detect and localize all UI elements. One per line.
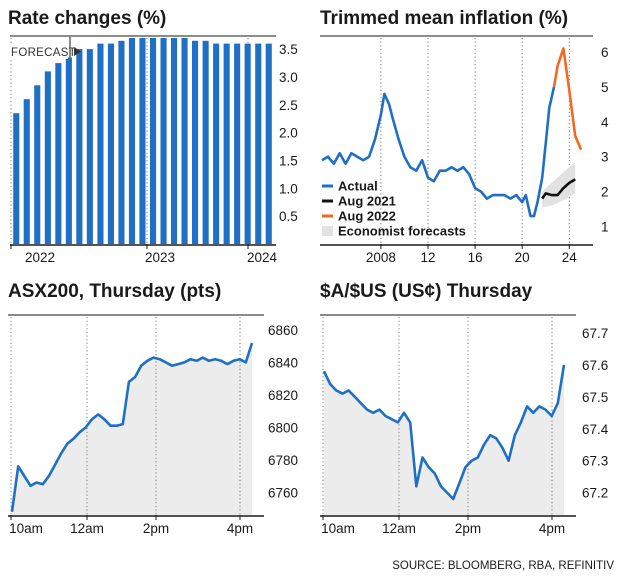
rate-bar	[181, 38, 188, 244]
rate-bar	[202, 40, 209, 244]
aud-y-tick: 67.5	[582, 390, 608, 405]
inflation-x-tick: 2008	[366, 250, 396, 265]
legend-label: Aug 2021	[338, 194, 396, 209]
asx-y-tick: 6820	[268, 388, 298, 403]
aud-x-tick: 10am	[321, 521, 355, 536]
rate-y-tick: 1.0	[279, 181, 298, 196]
rate-x-tick: 2023	[145, 250, 175, 265]
rate-bar	[265, 43, 272, 244]
rate-bar	[244, 43, 251, 244]
rate-bar	[128, 38, 135, 244]
rate-y-tick: 2.5	[279, 98, 298, 113]
rate-chart: FORECAST 2022 2023 2024 0.5 1.0 1.5 2.0 2.5 3.0 3.…	[10, 35, 298, 265]
rate-bar	[13, 113, 20, 244]
inflation-y-tick: 5	[601, 80, 609, 95]
inflation-x-tick: 12	[420, 250, 435, 265]
asx-x-tick: 4pm	[227, 521, 253, 536]
rate-y-tick: 1.5	[279, 154, 298, 169]
inflation-series-line	[552, 47, 583, 151]
asx-x-tick: 2pm	[143, 521, 169, 536]
rate-y-tick: 3.5	[279, 42, 298, 57]
rate-bar	[34, 85, 41, 244]
aud-x-tick: 2pm	[455, 521, 481, 536]
asx-y-tick: 6780	[268, 453, 298, 468]
asx-price-line	[10, 342, 254, 512]
aud-y-tick: 67.7	[582, 326, 608, 341]
rate-bar	[171, 38, 178, 244]
asx-y-tick: 6840	[268, 355, 298, 370]
rate-bar	[76, 49, 83, 244]
rate-bar	[65, 57, 72, 244]
aud-chart-title: $A/$US (US¢) Thursday	[320, 281, 533, 302]
aud-y-tick: 67.2	[582, 486, 608, 501]
forecast-label: FORECAST	[11, 47, 76, 59]
inflation-series-line	[321, 86, 556, 218]
aud-x-tick: 4pm	[539, 521, 565, 536]
rate-bar	[118, 40, 125, 244]
legend-label: Actual	[338, 179, 378, 194]
aud-area-fill	[324, 364, 564, 515]
aud-x-tick: 12am	[382, 521, 416, 536]
asx-x-tick: 12am	[70, 521, 104, 536]
rate-x-tick: 2022	[25, 250, 55, 265]
rate-bar	[192, 40, 199, 244]
asx-chart: 10am 12am 2pm 4pm 6760 6780 6800 6820 6840 6860	[8, 314, 298, 536]
rate-bar	[255, 43, 262, 244]
aud-y-tick: 67.3	[582, 454, 608, 469]
rate-bar	[160, 38, 167, 244]
inflation-series-line	[541, 178, 576, 200]
forecast-label-bg	[10, 44, 68, 59]
rate-y-tick: 2.0	[279, 126, 298, 141]
rate-bar	[150, 38, 157, 244]
rate-bar	[97, 43, 104, 244]
legend-label: Aug 2022	[338, 209, 396, 224]
asx-y-tick: 6760	[268, 485, 298, 500]
asx-y-tick: 6800	[268, 420, 298, 435]
aud-y-tick: 67.4	[582, 422, 609, 437]
rate-bar	[213, 43, 220, 244]
asx-area-fill	[12, 343, 252, 515]
legend-swatch	[322, 226, 333, 236]
asx-y-tick: 6860	[268, 323, 298, 338]
rate-y-tick: 3.0	[279, 70, 298, 85]
rate-bar	[44, 71, 51, 245]
rate-bar	[139, 38, 146, 244]
rate-bar	[223, 43, 230, 244]
forecast-arrow-icon	[74, 47, 81, 56]
rate-bar	[107, 43, 114, 244]
inflation-chart-title: Trimmed mean inflation (%)	[320, 8, 568, 29]
inflation-y-tick: 2	[601, 185, 609, 200]
rate-x-tick: 2024	[247, 250, 278, 265]
inflation-y-tick: 6	[601, 45, 609, 60]
source-note: SOURCE: BLOOMBERG, RBA, REFINITIV	[392, 560, 614, 572]
inflation-y-tick: 4	[601, 115, 609, 130]
inflation-x-tick: 24	[562, 250, 578, 265]
aud-price-line	[322, 364, 566, 501]
aud-y-tick: 67.6	[582, 358, 608, 373]
inflation-y-tick: 1	[601, 220, 609, 235]
rate-chart-title: Rate changes (%)	[8, 8, 166, 29]
economist-forecast-band	[542, 161, 576, 208]
asx-chart-title: ASX200, Thursday (pts)	[8, 281, 221, 302]
asx-x-tick: 10am	[9, 521, 43, 536]
rate-bar	[234, 43, 241, 244]
legend-label: Economist forecasts	[338, 224, 466, 239]
inflation-y-tick: 3	[601, 150, 609, 165]
inflation-x-tick: 20	[515, 250, 530, 265]
inflation-x-tick: 16	[468, 250, 483, 265]
rate-bar	[86, 49, 93, 244]
rate-bar	[23, 99, 30, 244]
aud-chart: 10am 12am 2pm 4pm 67.2 67.3 67.4 67.5 67.6 67.7	[320, 314, 609, 536]
rate-bar	[55, 63, 62, 244]
rate-y-tick: 0.5	[279, 209, 298, 224]
